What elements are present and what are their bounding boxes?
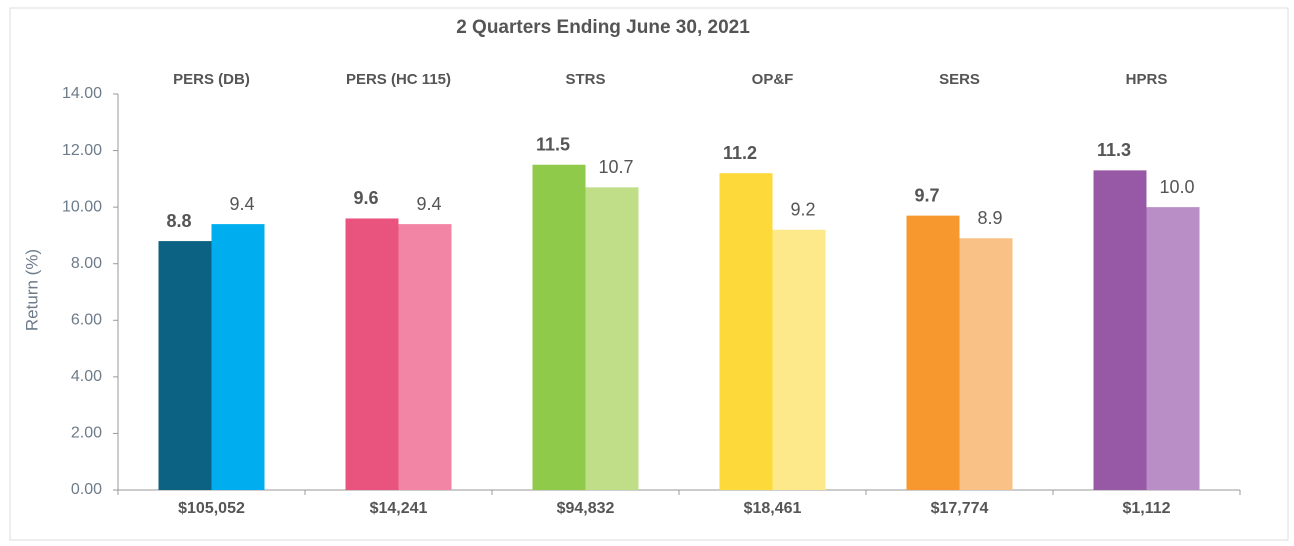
bar bbox=[959, 238, 1013, 490]
y-tick-label: 0.00 bbox=[71, 481, 102, 498]
y-tick-label: 8.00 bbox=[71, 255, 102, 272]
bar bbox=[158, 241, 212, 490]
value-label: 10.7 bbox=[598, 157, 633, 177]
x-tick-label: $105,052 bbox=[178, 500, 245, 517]
y-tick-label: 14.00 bbox=[62, 85, 102, 102]
bar bbox=[345, 218, 399, 490]
y-tick-label: 2.00 bbox=[71, 425, 102, 442]
y-axis-label: Return (%) bbox=[22, 249, 41, 331]
bar bbox=[906, 215, 960, 490]
bar bbox=[585, 187, 639, 491]
value-label: 9.4 bbox=[416, 194, 441, 214]
category-label: HPRS bbox=[1126, 71, 1168, 88]
value-label: 9.4 bbox=[229, 194, 254, 214]
value-label: 9.7 bbox=[914, 185, 939, 205]
bar bbox=[1093, 170, 1147, 490]
value-label: 9.6 bbox=[353, 188, 378, 208]
x-tick-label: $94,832 bbox=[557, 500, 615, 517]
x-tick-label: $14,241 bbox=[370, 500, 428, 517]
x-tick-label: $18,461 bbox=[744, 500, 802, 517]
category-label: STRS bbox=[565, 71, 605, 88]
value-label: 11.5 bbox=[536, 134, 570, 154]
bar bbox=[211, 224, 265, 490]
value-label: 8.9 bbox=[977, 208, 1002, 228]
category-label: PERS (DB) bbox=[173, 71, 250, 88]
category-label: SERS bbox=[939, 71, 980, 88]
y-tick-label: 6.00 bbox=[71, 312, 102, 329]
bar bbox=[719, 173, 773, 490]
y-tick-label: 4.00 bbox=[71, 368, 102, 385]
bar bbox=[772, 229, 826, 490]
x-tick-label: $17,774 bbox=[931, 500, 989, 517]
value-label: 9.2 bbox=[790, 200, 815, 220]
category-label: OP&F bbox=[752, 71, 794, 88]
bar bbox=[398, 224, 452, 490]
y-tick-label: 12.00 bbox=[62, 142, 102, 159]
x-tick-label: $1,112 bbox=[1122, 500, 1170, 517]
category-label: PERS (HC 115) bbox=[346, 71, 451, 88]
bar bbox=[1146, 207, 1200, 490]
y-tick-label: 10.00 bbox=[62, 198, 102, 215]
value-label: 10.0 bbox=[1159, 177, 1194, 197]
bar bbox=[532, 164, 586, 490]
value-label: 11.2 bbox=[723, 143, 757, 163]
value-label: 11.3 bbox=[1097, 140, 1131, 160]
chart-title: 2 Quarters Ending June 30, 2021 bbox=[456, 17, 750, 38]
value-label: 8.8 bbox=[166, 211, 191, 231]
